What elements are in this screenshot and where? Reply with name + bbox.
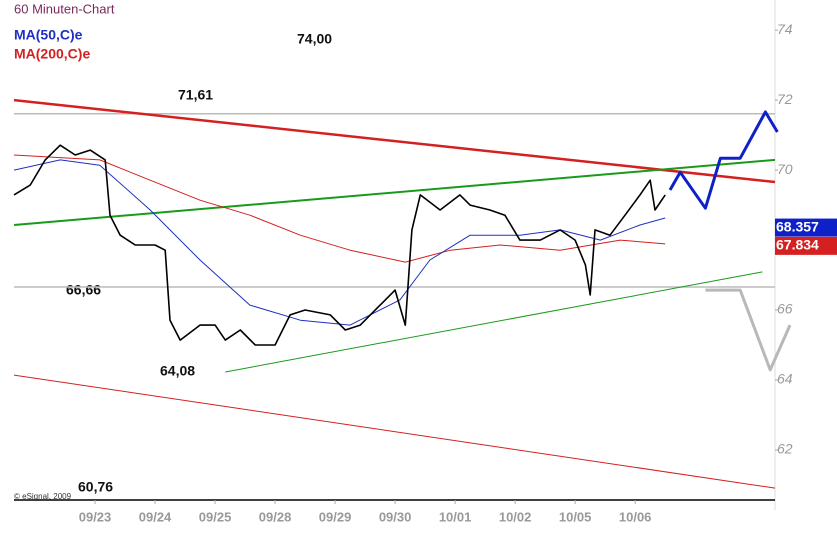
series-line bbox=[13, 159, 666, 326]
series-line bbox=[13, 374, 776, 489]
y-tick-label: 66 bbox=[777, 301, 793, 317]
x-tick-label: 10/01 bbox=[439, 509, 472, 524]
x-tick-label: 09/28 bbox=[259, 509, 292, 524]
x-tick-label: 09/29 bbox=[319, 509, 352, 524]
end-label-box bbox=[775, 218, 837, 237]
series-line bbox=[13, 98, 776, 184]
end-label-box bbox=[775, 236, 837, 255]
x-tick-label: 09/24 bbox=[139, 509, 172, 524]
series-line bbox=[705, 288, 792, 372]
credit: © eSignal, 2009 bbox=[14, 492, 72, 501]
y-tick-label: 62 bbox=[777, 441, 793, 457]
x-tick-label: 09/23 bbox=[79, 509, 112, 524]
chart-title: 60 Minuten-Chart bbox=[14, 1, 115, 16]
y-tick-label: 72 bbox=[777, 91, 793, 107]
x-tick-label: 09/30 bbox=[379, 509, 412, 524]
y-tick-label: 64 bbox=[777, 371, 793, 387]
series-line bbox=[668, 110, 779, 210]
x-tick-label: 10/05 bbox=[559, 509, 592, 524]
annotation: 71,61 bbox=[178, 87, 213, 103]
annotation: 64,08 bbox=[160, 363, 195, 379]
annotation: 60,76 bbox=[78, 479, 113, 495]
annotation: 66,66 bbox=[66, 282, 101, 298]
series-line bbox=[225, 271, 763, 373]
series-line bbox=[13, 158, 776, 226]
x-tick-label: 10/06 bbox=[619, 509, 652, 524]
end-label: 67.834 bbox=[776, 237, 819, 253]
y-tick-label: 74 bbox=[777, 21, 793, 37]
annotation: 74,00 bbox=[297, 31, 332, 47]
y-tick-label: 70 bbox=[777, 161, 793, 177]
x-tick-label: 09/25 bbox=[199, 509, 232, 524]
series-line bbox=[13, 144, 666, 346]
end-label: 68.357 bbox=[776, 218, 819, 234]
x-tick-label: 10/02 bbox=[499, 509, 532, 524]
legend-entry: MA(200,C)e bbox=[14, 46, 90, 62]
series-line bbox=[13, 154, 666, 263]
legend-entry: MA(50,C)e bbox=[14, 27, 83, 43]
